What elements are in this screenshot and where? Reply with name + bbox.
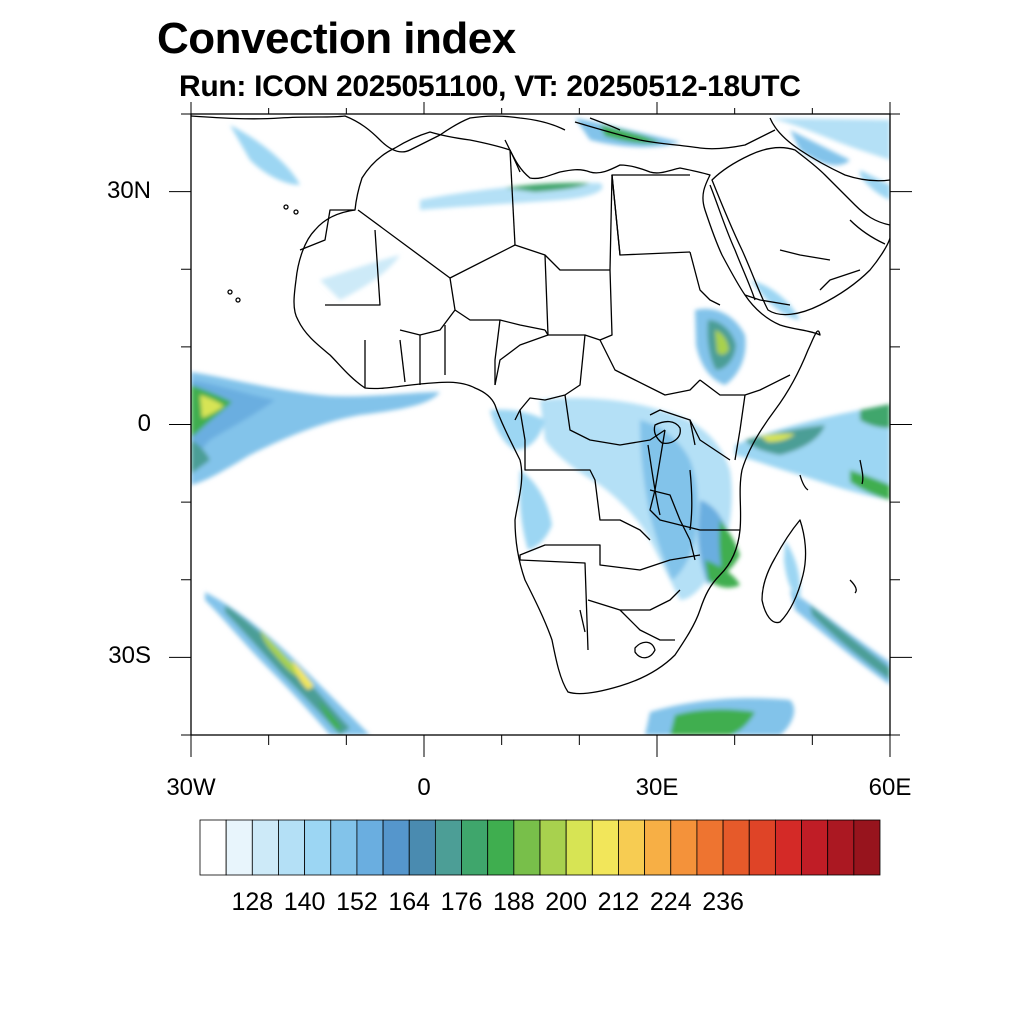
colorbar-box (827, 819, 855, 876)
colorbar-box (513, 819, 541, 876)
colorbar-box (801, 819, 829, 876)
lon-label: 0 (417, 774, 431, 801)
colorbar-label: 164 (388, 888, 431, 916)
chart-subtitle: Run: ICON 2025051100, VT: 20250512-18UTC (179, 70, 801, 103)
colorbar-box (670, 819, 698, 876)
madagascar (761, 519, 807, 624)
lon-label: 30E (635, 774, 679, 801)
colorbar-box (251, 819, 279, 876)
convection-field (191, 118, 890, 735)
colorbar-box (696, 819, 724, 876)
coastlines-and-borders (191, 115, 890, 695)
axis-ticks (169, 102, 912, 757)
colorbar-box (278, 819, 306, 876)
colorbar-box (434, 819, 462, 876)
colorbar-box (225, 819, 253, 876)
colorbar-box (539, 819, 567, 876)
colorbar-label: 200 (545, 888, 587, 916)
colorbar-box (565, 819, 593, 876)
colorbar-box (774, 819, 802, 876)
colorbar-box (644, 819, 672, 876)
chart-title: Convection index (157, 14, 516, 63)
colorbar-box (382, 819, 410, 876)
colorbar-box (461, 819, 489, 876)
colorbar-box (591, 819, 619, 876)
colorbar-box (304, 819, 332, 876)
colorbar-box (356, 819, 384, 876)
colorbar-box (618, 819, 646, 876)
lon-label: 30W (166, 774, 216, 801)
colorbar-label: 224 (649, 888, 692, 916)
lon-label: 60E (868, 774, 912, 801)
lat-label: 30S (108, 642, 151, 670)
africa-coastline (293, 131, 821, 695)
colorbar-label: 152 (336, 888, 378, 916)
colorbar-label: 236 (702, 888, 744, 916)
colorbar-box (330, 819, 358, 876)
lat-label: 0 (137, 409, 151, 437)
colorbar-box (722, 819, 750, 876)
colorbar-label: 212 (597, 888, 640, 916)
colorbar-box (853, 819, 881, 876)
colorbar-box (748, 819, 776, 876)
colorbar-label: 176 (440, 888, 483, 916)
colorbar-box (487, 819, 515, 876)
colorbar-label: 140 (283, 888, 326, 916)
lat-label: 30N (106, 176, 151, 204)
colorbar-label: 188 (492, 888, 535, 916)
colorbar-box (408, 819, 436, 876)
colorbar-label: 128 (231, 888, 274, 916)
colorbar-box (199, 819, 227, 876)
